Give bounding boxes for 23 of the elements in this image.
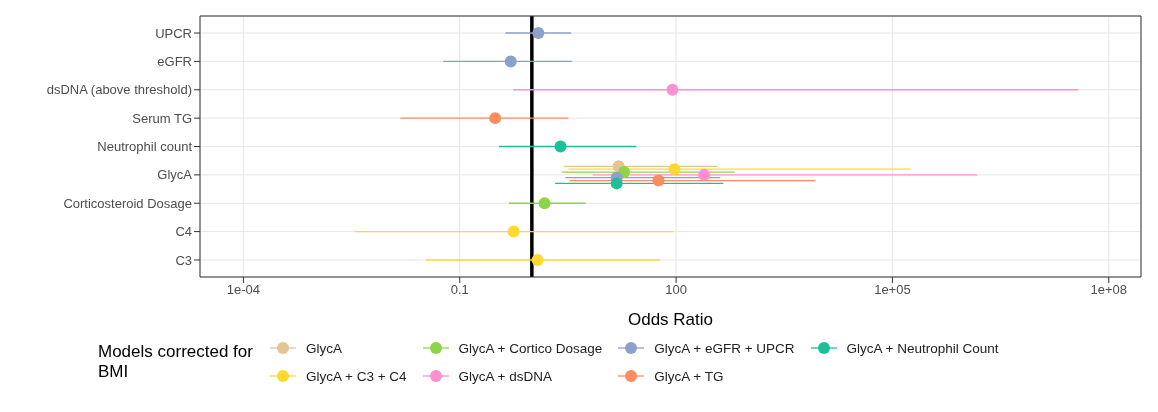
y-tick-label: Neutrophil count <box>97 139 193 155</box>
x-axis-title: Odds Ratio <box>627 310 714 329</box>
legend-label: GlycA + dsDNA <box>458 368 552 384</box>
x-tick-label: 0.1 <box>450 282 469 298</box>
legend-label: GlycA + TG <box>654 368 724 384</box>
y-tick-label: UPCR <box>155 25 192 41</box>
y-tick-label: Corticosteroid Dosage <box>63 195 192 211</box>
legend-label: GlycA + Neutrophil Count <box>846 340 999 356</box>
y-tick-label: dsDNA (above threshold) <box>46 82 192 98</box>
x-tick-label: 100 <box>665 282 687 298</box>
x-tick-label: 1e-04 <box>226 282 261 298</box>
legend-label: GlycA + C3 + C4 <box>306 368 407 384</box>
x-tick-label: 1e+05 <box>874 282 911 298</box>
legend-label: GlycA + Cortico Dosage <box>458 340 603 356</box>
legend-label: GlycA + eGFR + UPCR <box>654 340 795 356</box>
y-tick-label: C3 <box>175 252 192 268</box>
y-tick-label: Serum TG <box>132 110 192 126</box>
legend-title: Models corrected for BMI <box>98 342 254 382</box>
x-tick-label: 1e+08 <box>1090 282 1128 298</box>
legend-label: GlycA <box>306 340 343 356</box>
y-tick-label: eGFR <box>157 54 192 70</box>
y-tick-label: GlycA <box>157 167 193 183</box>
y-tick-label: C4 <box>175 224 192 240</box>
